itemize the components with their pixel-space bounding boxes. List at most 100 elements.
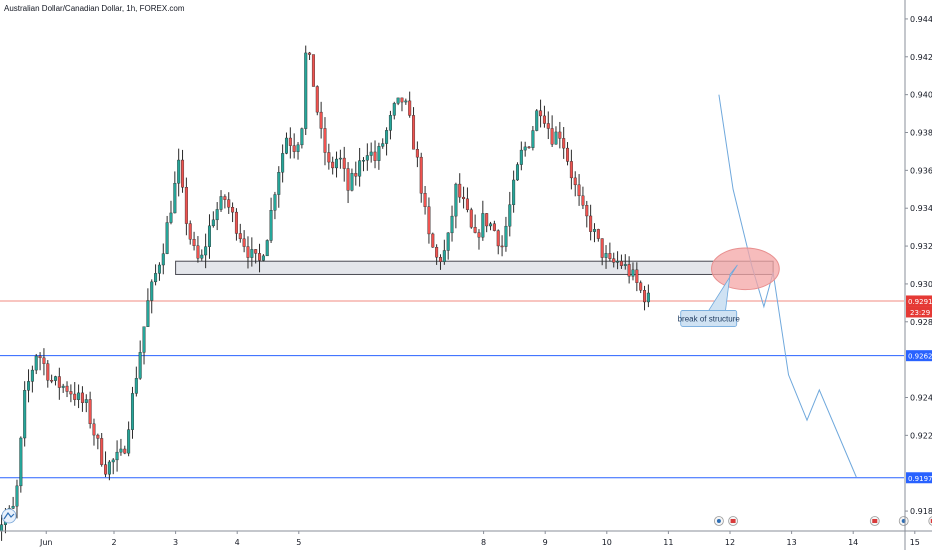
candle-body xyxy=(373,151,377,161)
candle-body xyxy=(427,206,431,235)
candle-body xyxy=(234,211,238,234)
candle-body xyxy=(396,97,400,104)
candle-body xyxy=(412,115,416,150)
candle-body xyxy=(292,145,296,152)
candle-body xyxy=(0,524,4,532)
candle-body xyxy=(146,300,150,327)
candle-body xyxy=(458,183,462,198)
candle-body xyxy=(11,505,15,509)
candle-body xyxy=(646,292,650,303)
candle-body xyxy=(57,376,61,388)
candle-body xyxy=(354,173,358,177)
candle-body xyxy=(157,264,161,274)
logo-icon[interactable] xyxy=(1,508,17,524)
y-tick-label: 0.93400 xyxy=(910,204,932,213)
x-tick-label: Jun xyxy=(39,538,53,547)
candle-body xyxy=(542,115,546,124)
candle-body xyxy=(92,423,96,436)
event-flag-icon[interactable] xyxy=(928,516,932,526)
candle-body xyxy=(346,168,350,191)
current-price-label-bg xyxy=(906,295,932,307)
candle-body xyxy=(523,146,527,151)
candle-body xyxy=(635,269,639,283)
candle-body xyxy=(643,290,647,303)
candle-body xyxy=(130,393,134,430)
candle-body xyxy=(385,130,389,144)
candle-body xyxy=(596,229,600,239)
y-tick-label: 0.91800 xyxy=(910,507,932,516)
y-tick-label: 0.94000 xyxy=(910,91,932,100)
candle-body xyxy=(315,86,319,113)
candle-body xyxy=(631,269,635,277)
candle-body xyxy=(53,376,57,381)
candle-body xyxy=(408,100,412,116)
candle-body xyxy=(342,157,346,169)
candle-body xyxy=(608,253,612,259)
candle-body xyxy=(311,54,315,87)
callout-text: break of structure xyxy=(678,314,741,323)
candle-body xyxy=(392,103,396,116)
y-tick-label: 0.92800 xyxy=(910,318,932,327)
y-tick-label: 0.93200 xyxy=(910,242,932,251)
candle-body xyxy=(327,152,331,163)
candle-body xyxy=(377,146,381,161)
candle-body xyxy=(531,130,535,148)
candle-body xyxy=(242,238,246,247)
candle-body xyxy=(415,149,419,158)
candle-body xyxy=(469,209,473,228)
candle-body xyxy=(38,355,42,359)
x-tick-label: 10 xyxy=(602,538,612,547)
candle-body xyxy=(442,250,446,262)
countdown-label: 23:29 xyxy=(910,309,930,317)
candle-body xyxy=(204,246,208,256)
candle-body xyxy=(69,391,73,395)
candle-body xyxy=(284,137,288,154)
x-tick-label: 13 xyxy=(787,538,797,547)
candle-body xyxy=(181,159,185,188)
level-price-label-2: 0.91976 xyxy=(908,475,932,483)
candle-body xyxy=(169,212,173,223)
candle-body xyxy=(423,193,427,207)
candle-body xyxy=(73,393,77,400)
candle-body xyxy=(404,100,408,103)
candle-body xyxy=(438,257,442,262)
candle-body xyxy=(485,213,489,227)
candle-body xyxy=(142,326,146,353)
candle-body xyxy=(577,184,581,197)
x-tick-label: 14 xyxy=(848,538,858,547)
y-tick-label: 0.92400 xyxy=(910,394,932,403)
candle-body xyxy=(512,179,516,205)
candle-body xyxy=(50,380,54,382)
candle-body xyxy=(604,253,608,258)
candle-body xyxy=(80,392,84,403)
candle-body xyxy=(465,198,469,210)
candle-body xyxy=(535,110,539,131)
candle-body xyxy=(104,464,108,475)
candle-body xyxy=(585,205,589,217)
candle-body xyxy=(623,264,627,266)
candle-body xyxy=(361,160,365,162)
countdown-bg xyxy=(906,306,932,318)
candle-body xyxy=(150,281,154,301)
candle-body xyxy=(265,240,269,257)
candle-body xyxy=(446,232,450,251)
candle-body xyxy=(15,485,19,507)
callout-box[interactable] xyxy=(680,310,738,327)
candle-body xyxy=(34,355,38,371)
candle-body xyxy=(254,249,258,254)
target-ellipse[interactable] xyxy=(711,247,780,291)
candle-body xyxy=(173,183,177,214)
candle-body xyxy=(369,151,373,156)
candle-body xyxy=(569,161,573,179)
candle-body xyxy=(161,253,165,266)
candle-body xyxy=(192,239,196,246)
candle-body xyxy=(500,245,504,248)
structure-zone[interactable] xyxy=(175,260,774,275)
candle-body xyxy=(338,157,342,160)
candle-body xyxy=(207,225,211,247)
candle-body xyxy=(77,392,81,400)
candle-body xyxy=(365,155,369,161)
candle-body xyxy=(250,249,254,258)
